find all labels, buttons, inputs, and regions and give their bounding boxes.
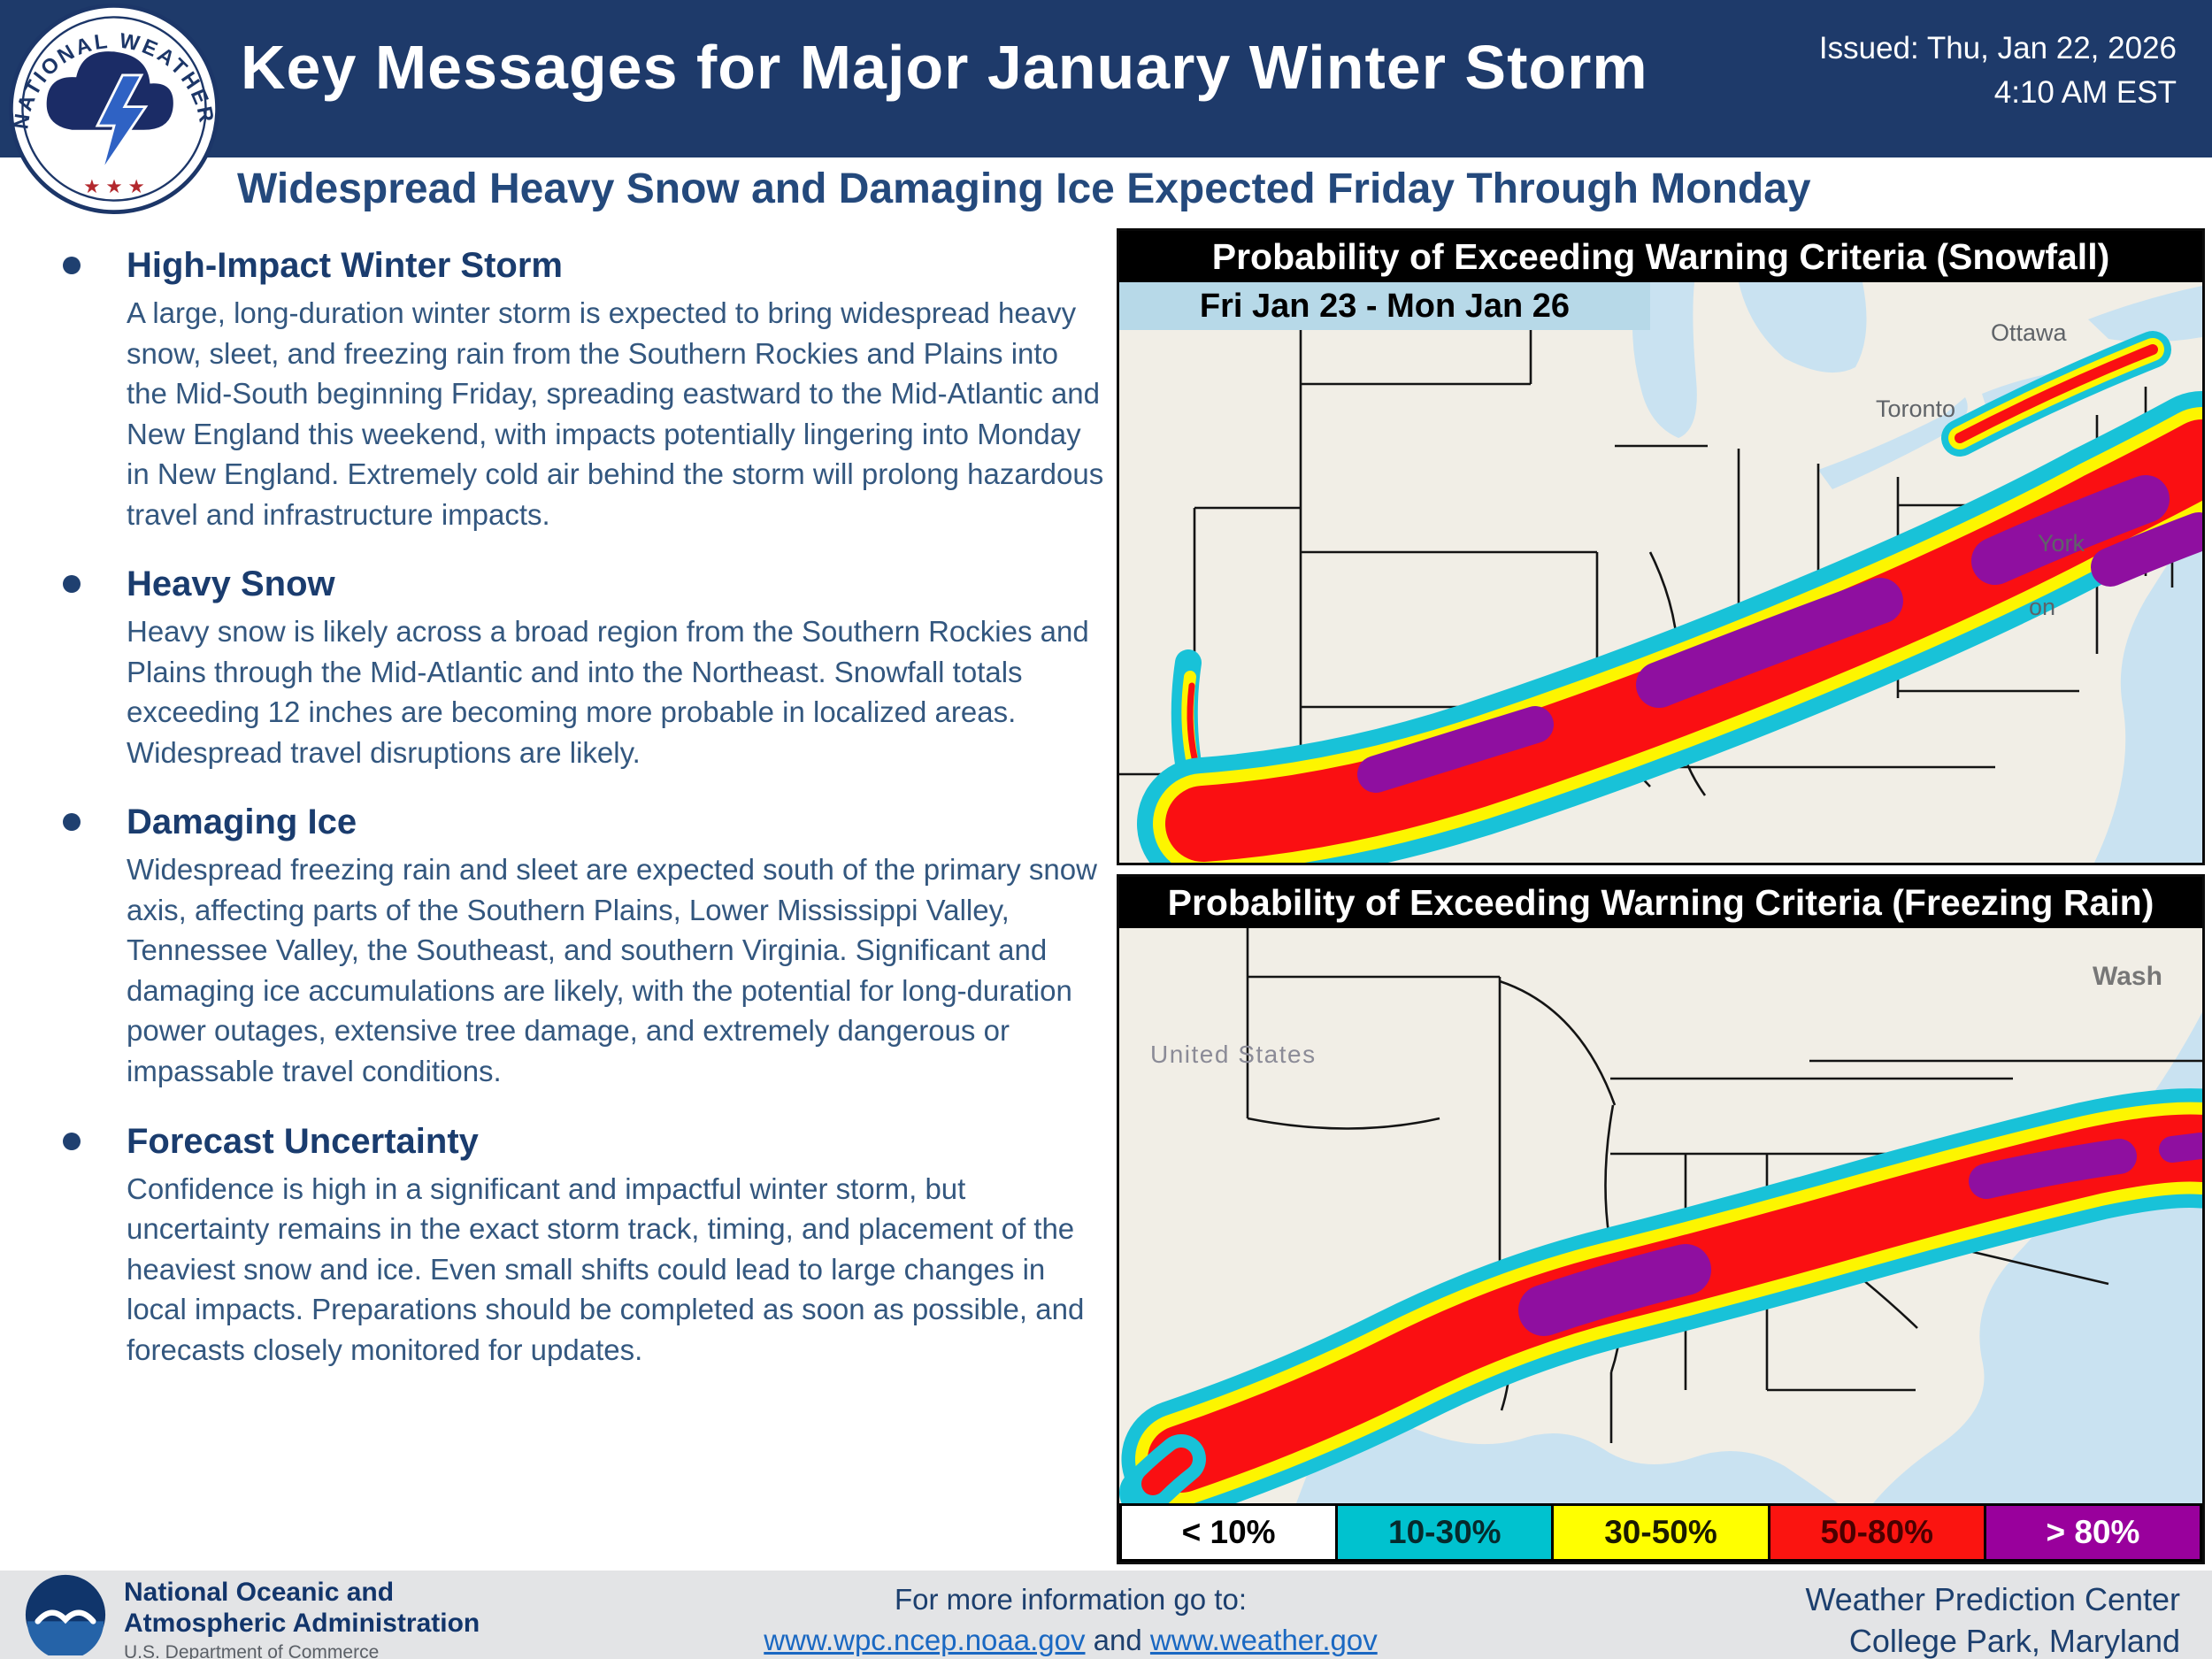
map-label-ottawa: Ottawa (1991, 319, 2068, 346)
issued-date: Issued: Thu, Jan 22, 2026 (1818, 31, 2177, 65)
lightning-bolt-icon (95, 73, 149, 173)
header: Key Messages for Major January Winter St… (0, 0, 2212, 157)
map-label-united-states: United States (1150, 1041, 1317, 1068)
section-heading: Damaging Ice (127, 803, 357, 842)
bullet-dot (63, 813, 81, 832)
section-forecast-uncertainty: Forecast Uncertainty Confidence is high … (49, 1120, 1106, 1371)
bullet-dot (63, 1132, 81, 1150)
link-joiner: and (1085, 1623, 1150, 1656)
freezing-rain-probability-map: United States Wash (1119, 928, 2202, 1503)
subtitle: Widespread Heavy Snow and Damaging Ice E… (237, 165, 1811, 212)
map-label-toronto: Toronto (1876, 396, 1955, 422)
legend-item-30-50: 30-50% (1554, 1503, 1770, 1562)
department-line: U.S. Department of Commerce (124, 1642, 380, 1659)
probability-legend: < 10% 10-30% 30-50% 50-80% > 80% (1119, 1503, 2203, 1562)
legend-item-gt80: > 80% (1985, 1503, 2203, 1562)
section-heading: Heavy Snow (127, 565, 335, 604)
stars-icon: ★ ★ ★ (83, 176, 144, 197)
map-label-york: York (2038, 530, 2085, 557)
section-body: Confidence is high in a significant and … (127, 1171, 1085, 1366)
snowfall-probability-map: Ottawa Toronto York on (1119, 282, 2202, 863)
noaa-seal-icon (25, 1574, 106, 1659)
nws-logo: NATIONAL WEATHER SERVICE ★ ★ ★ (0, 0, 219, 214)
section-body: Widespread freezing rain and sleet are e… (127, 853, 1097, 1087)
legend-item-10-30: 10-30% (1338, 1503, 1555, 1562)
credit-org: Weather Prediction Center (1805, 1581, 2180, 1617)
snowfall-map-panel: Probability of Exceeding Warning Criteri… (1117, 228, 2205, 865)
map-label-wash: Wash (2093, 962, 2162, 991)
more-info-text: For more information go to: (895, 1583, 1247, 1616)
map-label-on: on (2029, 594, 2055, 620)
issued-time: 4:10 AM EST (1993, 74, 2177, 110)
legend-item-lt10: < 10% (1119, 1503, 1339, 1562)
bullet-dot (63, 575, 81, 594)
section-heading: High-Impact Winter Storm (127, 246, 563, 285)
subtitle-bar: Widespread Heavy Snow and Damaging Ice E… (0, 157, 2212, 221)
bullet-dot (63, 257, 81, 274)
more-info-block: For more information go to: www.wpc.ncep… (672, 1579, 1469, 1659)
noaa-logo (25, 1574, 106, 1659)
gull-icon (35, 1609, 96, 1624)
page-title: Key Messages for Major January Winter St… (241, 33, 1648, 102)
footer: National Oceanic and Atmospheric Adminis… (0, 1571, 2212, 1659)
wpc-link[interactable]: www.wpc.ncep.noaa.gov (764, 1623, 1086, 1656)
section-high-impact-winter-storm: High-Impact Winter Storm A large, long-d… (49, 244, 1106, 534)
key-messages-list: High-Impact Winter Storm A large, long-d… (49, 221, 1106, 1398)
freezing-rain-map-title: Probability of Exceeding Warning Criteri… (1119, 877, 2202, 928)
noaa-name-line1: National Oceanic and (124, 1578, 395, 1607)
credit-location: College Park, Maryland (1848, 1622, 2180, 1659)
section-heading: Forecast Uncertainty (127, 1121, 479, 1161)
section-damaging-ice: Damaging Ice Widespread freezing rain an… (49, 801, 1106, 1091)
legend-item-50-80: 50-80% (1770, 1503, 1986, 1562)
maps-column: Probability of Exceeding Warning Criteri… (1117, 228, 2205, 1564)
issued-timestamp: Issued: Thu, Jan 22, 2026 4:10 AM EST (1819, 27, 2177, 114)
section-heavy-snow: Heavy Snow Heavy snow is likely across a… (49, 563, 1106, 772)
weather-gov-link[interactable]: www.weather.gov (1149, 1623, 1378, 1656)
freezing-rain-map-panel: Probability of Exceeding Warning Criteri… (1117, 874, 2205, 1564)
section-body: Heavy snow is likely across a broad regi… (127, 615, 1089, 769)
nws-seal-icon: NATIONAL WEATHER SERVICE ★ ★ ★ (0, 0, 219, 214)
noaa-name-line2: Atmospheric Administration (124, 1608, 480, 1638)
valid-date-range: Fri Jan 23 - Mon Jan 26 (1119, 282, 1650, 330)
section-body: A large, long-duration winter storm is e… (127, 296, 1104, 531)
snowfall-map-title: Probability of Exceeding Warning Criteri… (1119, 231, 2202, 282)
noaa-org-block: National Oceanic and Atmospheric Adminis… (124, 1578, 480, 1659)
credit-block: Weather Prediction Center College Park, … (1805, 1579, 2180, 1659)
